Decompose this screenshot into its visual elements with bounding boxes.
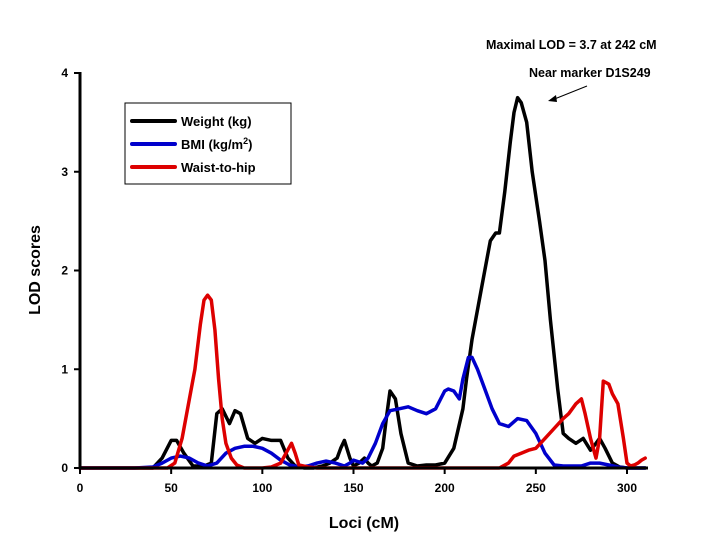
x-axis-title: Loci (cM) (329, 515, 399, 532)
x-tick-label: 100 (252, 481, 272, 495)
legend: Weight (kg) BMI (kg/m2) Waist-to-hip (124, 102, 292, 185)
legend-label-weight: Weight (kg) (181, 114, 252, 129)
y-tick-label: 4 (61, 66, 68, 80)
tick-layer: 0 50 100 150 200 250 300 0 1 2 3 4 (61, 66, 637, 495)
x-tick-label: 0 (77, 481, 84, 495)
legend-label-bmi: BMI (kg/m2) (181, 136, 252, 152)
x-tick-label: 150 (343, 481, 363, 495)
series-line-0 (78, 95, 647, 470)
max-lod-annotation: Maximal LOD = 3.7 at 242 cM (486, 38, 657, 52)
y-axis-title: LOD scores (27, 225, 44, 315)
annotation-arrowhead (548, 95, 557, 102)
legend-label-whr: Waist-to-hip (181, 160, 256, 175)
x-tick-label: 300 (617, 481, 637, 495)
marker-annotation: Near marker D1S249 (529, 66, 651, 80)
x-tick-label: 200 (435, 481, 455, 495)
series-line-2 (78, 293, 647, 470)
y-tick-label: 2 (61, 264, 68, 278)
y-tick-label: 3 (61, 165, 68, 179)
y-tick-label: 1 (61, 362, 68, 376)
annotation-arrow-line (551, 85, 588, 101)
x-tick-label: 50 (164, 481, 178, 495)
x-tick-label: 250 (526, 481, 546, 495)
y-tick-label: 0 (61, 461, 68, 475)
